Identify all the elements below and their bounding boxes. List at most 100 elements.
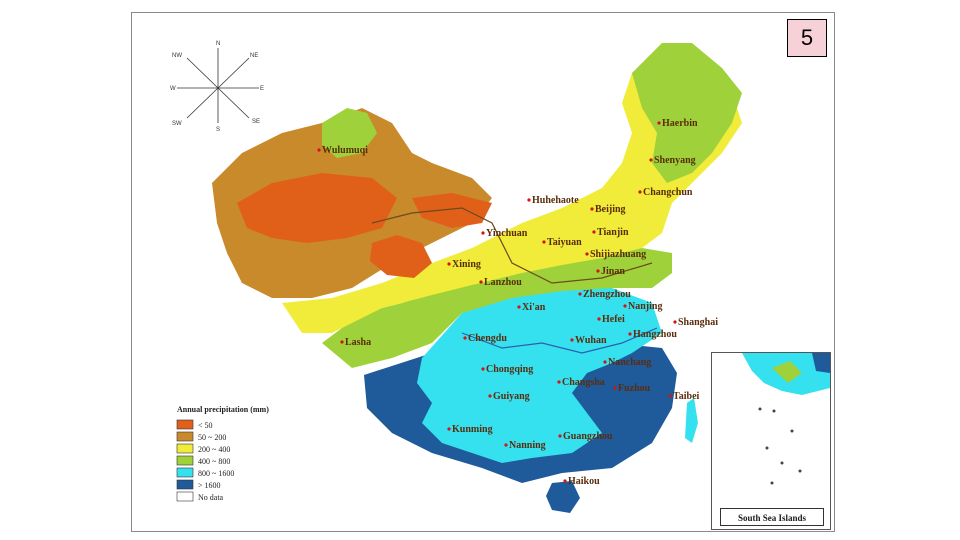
city-taiyuan: Taiyuan [547,237,582,248]
city-xian: Xi'an [522,302,546,313]
legend-swatch [176,443,194,454]
legend-label: 800 ~ 1600 [198,469,234,478]
region-under-50-b [370,235,432,278]
city-shijiazhuang: Shijiazhuang [590,249,646,260]
city-marker [563,479,567,483]
city-marker [673,320,677,324]
legend-swatch [176,419,194,430]
taiwan-island [685,398,698,443]
region-400-800-northeast [632,43,742,183]
legend-title: Annual precipitation (mm) [177,405,269,414]
city-kunming: Kunming [452,424,493,435]
city-marker [558,434,562,438]
city-marker [517,305,521,309]
map-canvas: N NE E SE S SW W NW Haerbin Shenyang Cha… [170,41,742,513]
region-400-800-northwest [322,108,377,158]
legend-swatch [176,491,194,502]
city-marker [542,240,546,244]
city-shenyang: Shenyang [654,155,696,166]
legend-swatch [176,431,194,442]
city-guiyang: Guiyang [493,391,530,402]
compass-north: N [216,41,220,47]
compass-south: S [216,127,220,133]
city-marker [447,427,451,431]
city-taibei: Taibei [673,391,700,402]
city-hangzhou: Hangzhou [633,329,677,340]
city-lasha: Lasha [345,337,371,348]
city-marker [447,262,451,266]
legend-label: 400 ~ 800 [198,457,230,466]
city-marker [481,231,485,235]
yellow-river [371,207,653,284]
region-800-1600 [417,288,662,463]
city-marker [613,386,617,390]
compass-west: W [170,86,176,92]
city-marker [481,367,485,371]
region-400-800 [322,248,672,368]
city-marker [504,443,508,447]
city-tianjin: Tianjin [597,227,629,238]
city-changsha: Changsha [562,377,605,388]
legend-label: 200 ~ 400 [198,445,230,454]
south-sea-islands-inset: South Sea Islands [711,352,831,530]
legend-swatch [176,479,194,490]
city-nanchang: Nanchang [608,357,651,368]
city-lanzhou: Lanzhou [484,277,522,288]
city-yinchuan: Yinchuan [486,228,528,239]
city-marker [340,340,344,344]
compass-northwest: NW [172,53,182,59]
city-marker [668,394,672,398]
city-wulumuqi: Wulumuqi [322,145,368,156]
city-marker [488,394,492,398]
hainan-island [546,481,580,513]
legend-label: 50 ~ 200 [198,433,226,442]
legend-label: No data [198,493,224,502]
precipitation-map: N NE E SE S SW W NW Haerbin Shenyang Cha… [131,12,835,532]
city-marker [527,198,531,202]
slide-number-badge: 5 [787,19,827,57]
city-marker [557,380,561,384]
city-jinan: Jinan [601,266,625,277]
inset-map [742,353,830,485]
city-marker [628,332,632,336]
city-nanning: Nanning [509,440,546,451]
legend-label: > 1600 [198,481,221,490]
city-marker [597,317,601,321]
city-marker [592,230,596,234]
city-marker [623,304,627,308]
city-marker [590,207,594,211]
yangtze-river [461,327,658,354]
legend-label: < 50 [198,421,213,430]
city-nanjing: Nanjing [628,301,662,312]
legend-swatch [176,455,194,466]
compass-southwest: SW [172,121,182,127]
city-marker [596,269,600,273]
legend-swatch [176,467,194,478]
city-guangzhou: Guangzhou [563,431,613,442]
city-marker [585,252,589,256]
city-beijing: Beijing [595,204,626,215]
inset-label: South Sea Islands [720,508,824,526]
city-marker [317,148,321,152]
city-huhehaote: Huhehaote [532,195,579,206]
city-zhengzhou: Zhengzhou [583,289,631,300]
city-haerbin: Haerbin [662,118,698,129]
city-changchun: Changchun [643,187,693,198]
city-marker [603,360,607,364]
city-chengdu: Chengdu [468,333,507,344]
city-shanghai: Shanghai [678,317,718,328]
city-xining: Xining [452,259,481,270]
city-marker [638,190,642,194]
city-fuzhou: Fuzhou [618,383,651,394]
compass-east: E [260,86,264,92]
city-wuhan: Wuhan [575,335,607,346]
compass-northeast: NE [250,53,258,59]
city-marker [649,158,653,162]
city-marker [578,292,582,296]
city-haikou: Haikou [568,476,600,487]
city-marker [463,336,467,340]
compass-rose: N NE E SE S SW W NW [170,41,264,133]
legend: Annual precipitation (mm) < 50 50 ~ 200 20… [176,405,269,502]
compass-southeast: SE [252,119,260,125]
